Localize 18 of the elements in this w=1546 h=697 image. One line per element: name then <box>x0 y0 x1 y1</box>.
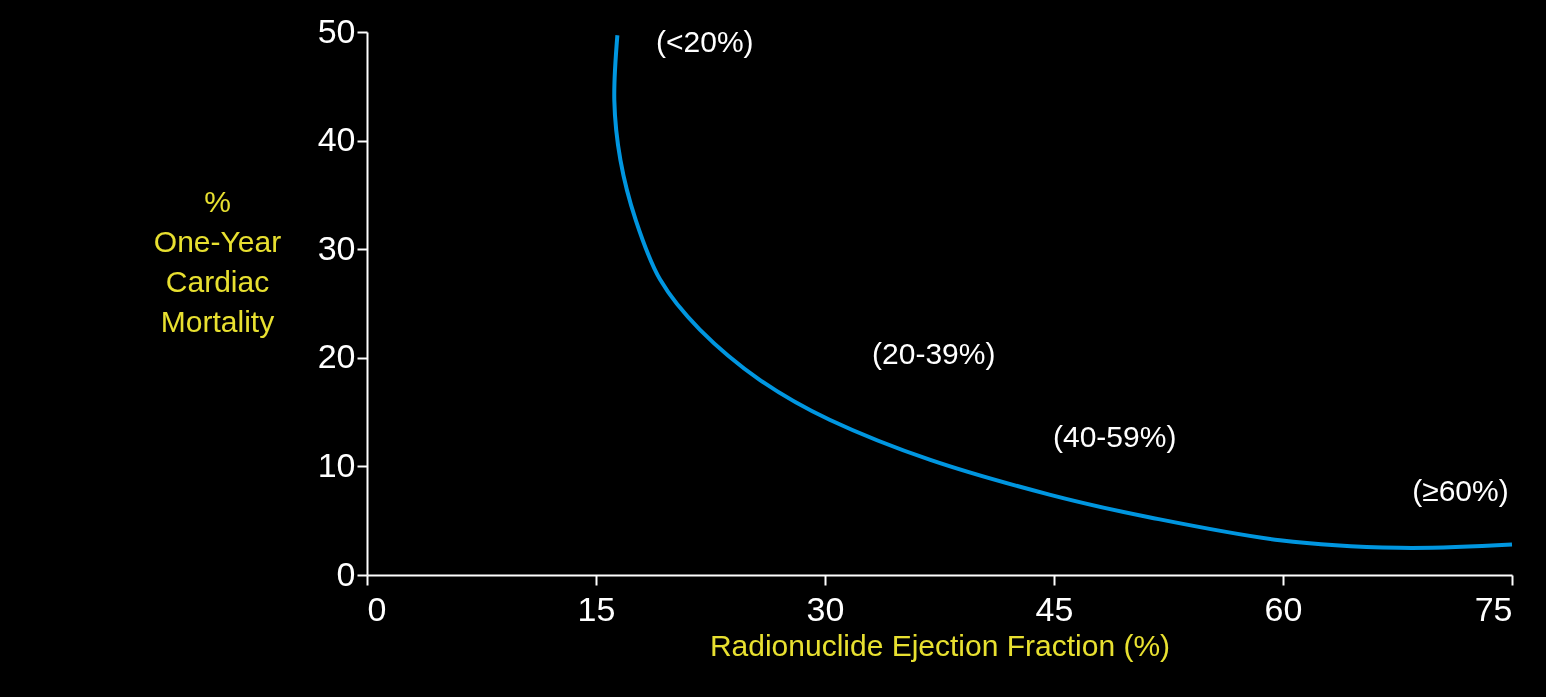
y-tick-label: 10 <box>317 445 356 484</box>
annotation: (20-39%) <box>872 337 996 371</box>
annotation: (≥60%) <box>1412 474 1509 508</box>
annotation: (40-59%) <box>1052 420 1177 454</box>
y-tick-label: 0 <box>336 554 356 593</box>
x-tick-label: 60 <box>1264 589 1303 628</box>
y-tick-label: 20 <box>317 337 356 376</box>
x-tick-label: 0 <box>367 589 387 628</box>
x-tick-label: 15 <box>577 589 616 628</box>
x-tick-label: 45 <box>1035 589 1074 628</box>
annotation: (<20%) <box>656 24 754 58</box>
y-tick-label: 30 <box>317 228 356 267</box>
y-axis-title: % One-Year Cardiac Mortality <box>153 184 282 338</box>
x-tick-label: 75 <box>1474 589 1513 628</box>
y-tick-label: 50 <box>317 11 356 50</box>
x-axis-title: Radionuclide Ejection Fraction (%) <box>709 628 1171 662</box>
y-tick-label: 40 <box>317 120 356 159</box>
x-tick-label: 30 <box>806 589 845 628</box>
